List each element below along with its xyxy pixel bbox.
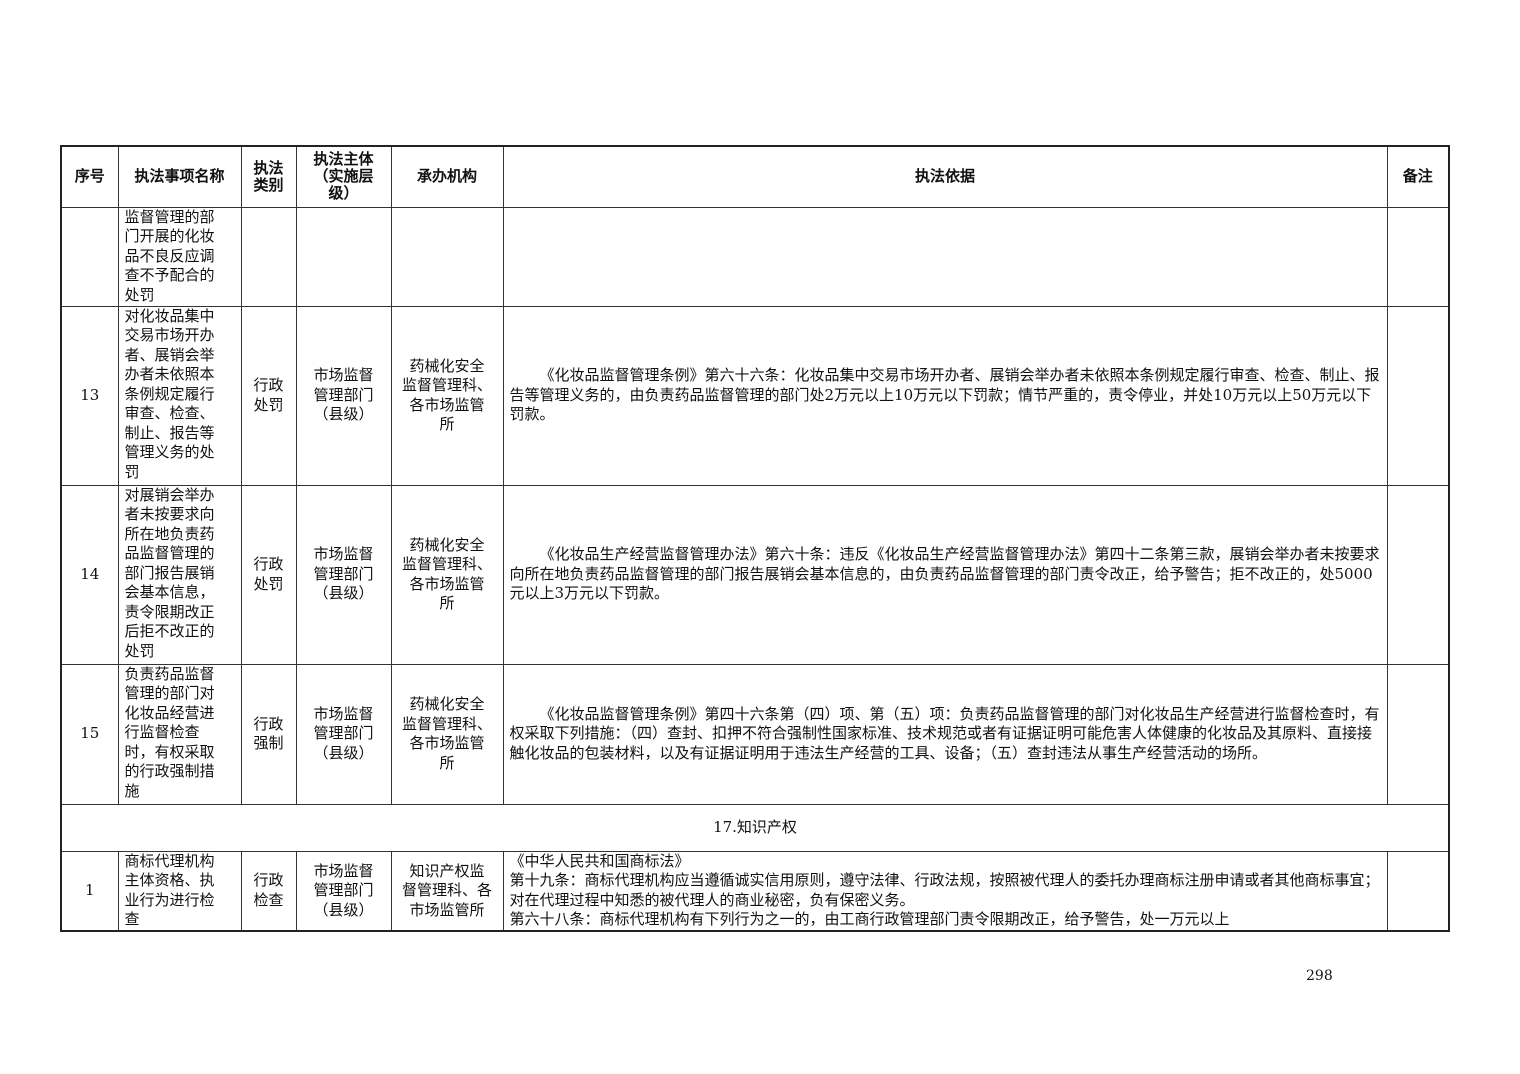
cell-remark [1386,206,1450,307]
header-basis: 执法依据 [502,145,1388,208]
cell-agency: 药械化安全 监督管理科、 各市场监管 所 [390,484,504,665]
basis-line: 第六十八条：商标代理机构有下列行为之一的，由工商行政管理部门责令限期改正，给予警… [509,910,1230,928]
cell-seq: 1 [60,850,119,932]
cell-seq: 14 [60,484,119,665]
table-row: 监督管理的部 门开展的化妆 品不良反应调 查不予配合的 处罚 [60,206,1450,307]
cell-remark [1386,484,1450,665]
header-agency: 承办机构 [390,145,504,208]
cell-name: 监督管理的部 门开展的化妆 品不良反应调 查不予配合的 处罚 [117,206,242,307]
cell-seq: 15 [60,663,119,805]
cell-basis: 《化妆品监督管理条例》第四十六条第（四）项、第（五）项：负责药品监督管理的部门对… [502,663,1388,805]
cell-agency: 药械化安全 监督管理科、 各市场监管 所 [390,663,504,805]
cell-remark [1386,663,1450,805]
cell-category: 行政 检查 [240,850,297,932]
cell-name: 对化妆品集中 交易市场开办 者、展销会举 办者未依照本 条例规定履行 审查、检查… [117,305,242,486]
cell-name: 商标代理机构 主体资格、执 业行为进行检 查 [117,850,242,932]
cell-agency: 知识产权监 督管理科、各 市场监管所 [390,850,504,932]
cell-name: 对展销会举办 者未按要求向 所在地负责药 品监督管理的 部门报告展销 会基本信息… [117,484,242,665]
basis-line: 第十九条：商标代理机构应当遵循诚实信用原则，遵守法律、行政法规，按照被代理人的委… [509,871,1380,909]
cell-basis: 《化妆品生产经营监督管理办法》第六十条：违反《化妆品生产经营监督管理办法》第四十… [502,484,1388,665]
cell-agency: 药械化安全 监督管理科、 各市场监管 所 [390,305,504,486]
cell-agency [390,206,504,307]
header-remark: 备注 [1386,145,1450,208]
table-row: 15 负责药品监督 管理的部门对 化妆品经营进 行监督检查 时，有权采取 的行政… [60,663,1450,805]
cell-remark [1386,850,1450,932]
table-header: 序号 执法事项名称 执法 类别 执法主体 （实施层 级） 承办机构 执法依据 备… [60,145,1450,208]
cell-category [240,206,297,307]
cell-category: 行政 处罚 [240,484,297,665]
enforcement-table: 序号 执法事项名称 执法 类别 执法主体 （实施层 级） 承办机构 执法依据 备… [60,145,1450,932]
cell-seq [60,206,119,307]
cell-subject: 市场监督 管理部门 （县级） [295,850,392,932]
cell-subject: 市场监督 管理部门 （县级） [295,305,392,486]
header-category: 执法 类别 [240,145,297,208]
table-row: 1 商标代理机构 主体资格、执 业行为进行检 查 行政 检查 市场监督 管理部门… [60,850,1450,932]
table-row: 14 对展销会举办 者未按要求向 所在地负责药 品监督管理的 部门报告展销 会基… [60,484,1450,665]
header-subject: 执法主体 （实施层 级） [295,145,392,208]
cell-remark [1386,305,1450,486]
basis-line: 《中华人民共和国商标法》 [509,851,690,870]
cell-subject [295,206,392,307]
cell-basis: 《化妆品监督管理条例》第六十六条：化妆品集中交易市场开办者、展销会举办者未依照本… [502,305,1388,486]
cell-basis [502,206,1388,307]
header-seq: 序号 [60,145,119,208]
cell-subject: 市场监督 管理部门 （县级） [295,484,392,665]
cell-basis: 《中华人民共和国商标法》 第十九条：商标代理机构应当遵循诚实信用原则，遵守法律、… [502,850,1388,932]
cell-subject: 市场监督 管理部门 （县级） [295,663,392,805]
header-name: 执法事项名称 [117,145,242,208]
table-row: 13 对化妆品集中 交易市场开办 者、展销会举 办者未依照本 条例规定履行 审查… [60,305,1450,486]
cell-name: 负责药品监督 管理的部门对 化妆品经营进 行监督检查 时，有权采取 的行政强制措… [117,663,242,805]
page-number: 298 [1306,968,1333,984]
cell-seq: 13 [60,305,119,486]
section-row: 17.知识产权 [60,803,1450,852]
section-title: 17.知识产权 [60,803,1450,852]
cell-category: 行政 强制 [240,663,297,805]
cell-category: 行政 处罚 [240,305,297,486]
